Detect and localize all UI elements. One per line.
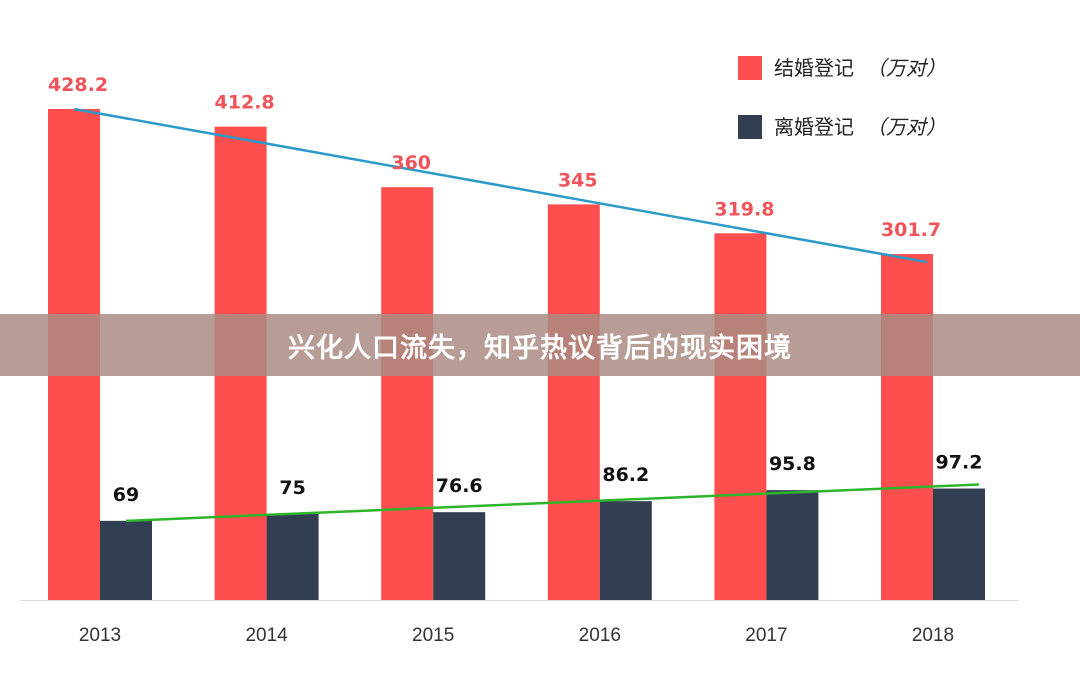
divorce-bar-2015 [433, 512, 486, 600]
x-tick-2017: 2017 [745, 625, 787, 646]
data-labels-layer: 428.2 69 412.8 75 360 76.6 345 86.2 319.8 95.8 301… [48, 74, 983, 506]
marriage-value-label-2018: 301.7 [881, 219, 941, 241]
divorce-legend-swatch [738, 115, 762, 139]
divorce-bar-2014 [266, 514, 319, 600]
divorce-bar-2016 [599, 501, 652, 600]
bars-layer [48, 109, 985, 601]
x-tick-2016: 2016 [579, 625, 621, 646]
banner-title: 兴化人口流失，知乎热议背后的现实困境 [288, 332, 792, 364]
marriage-trendline [73, 107, 928, 264]
marriage-legend-unit: （万对） [866, 56, 946, 80]
marriage-value-label-2015: 360 [391, 152, 431, 174]
x-tick-2015: 2015 [412, 625, 454, 646]
x-tick-2018: 2018 [912, 625, 954, 646]
marriage-legend-label: 结婚登记 [774, 56, 854, 80]
divorce-value-label-2018: 97.2 [936, 452, 983, 474]
divorce-trendline [125, 483, 980, 523]
marriage-value-label-2013: 428.2 [48, 74, 108, 96]
marriage-value-label-2017: 319.8 [714, 198, 774, 220]
divorce-value-label-2013: 69 [113, 484, 139, 506]
divorce-legend-unit: （万对） [866, 115, 946, 139]
divorce-legend-label: 离婚登记 [774, 115, 854, 139]
divorce-bar-2018 [933, 488, 985, 600]
marriage-bar-2017 [714, 233, 767, 601]
divorce-bar-2017 [766, 490, 819, 600]
marriage-legend-swatch [738, 56, 762, 80]
marriage-bar-2016 [547, 204, 600, 600]
divorce-value-label-2016: 86.2 [602, 464, 649, 486]
divorce-value-label-2017: 95.8 [769, 453, 816, 475]
marriage-value-label-2014: 412.8 [215, 92, 275, 114]
trendlines-layer [73, 107, 980, 523]
divorce-bar-2013 [100, 520, 152, 600]
divorce-value-label-2014: 75 [279, 477, 305, 499]
legend: 结婚登记 （万对） 离婚登记 （万对） [738, 56, 946, 139]
marriage-bar-2018 [881, 254, 933, 600]
x-tick-2013: 2013 [79, 625, 121, 646]
title-banner: 兴化人口流失，知乎热议背后的现实困境 [0, 314, 1080, 376]
x-tick-2014: 2014 [245, 625, 288, 646]
marriage-bar-2015 [381, 187, 434, 600]
divorce-value-label-2015: 76.6 [436, 475, 483, 497]
x-tick-labels: 2013 2014 2015 2016 2017 2018 [79, 625, 954, 646]
marriage-value-label-2016: 345 [558, 169, 598, 191]
